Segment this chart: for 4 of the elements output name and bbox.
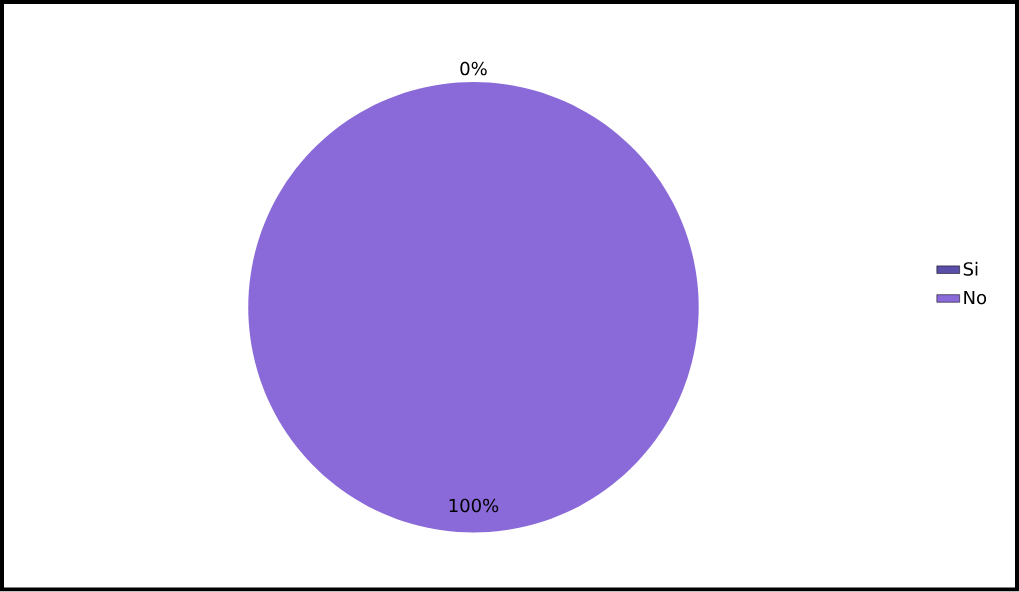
legend-label: Si [963,262,978,277]
data-label: 100% [449,498,499,513]
text: 0% [460,61,487,76]
legend-label: No [964,291,987,305]
